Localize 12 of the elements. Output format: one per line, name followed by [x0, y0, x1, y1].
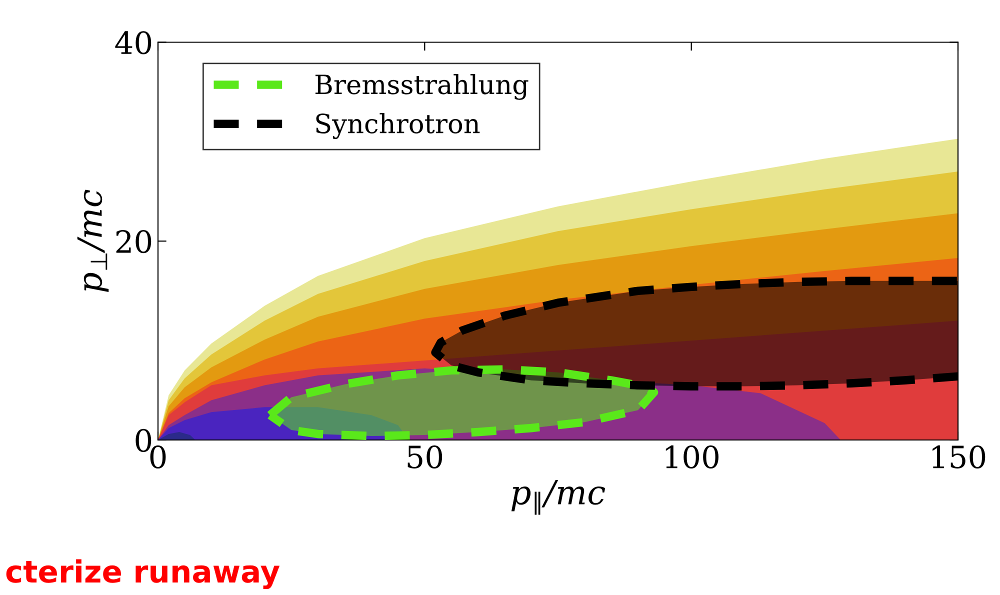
y-tick-label: 20	[116, 230, 152, 254]
x-axis-title: p$_{∥}$/mc	[511, 480, 606, 515]
x-tick-label: 100	[666, 445, 718, 469]
x-tick-label: 0	[150, 445, 166, 469]
legend-label: Synchrotron	[316, 113, 480, 139]
y-axis-title: p$_{⊥}$/mc	[77, 190, 109, 292]
y-tick-label: 40	[115, 31, 152, 54]
legend-label: Bremsstrahlung	[315, 74, 528, 100]
y-tick-label: 0	[136, 428, 152, 452]
x-tick-label: 150	[932, 445, 986, 469]
x-tick-label: 50	[408, 445, 442, 469]
text: cterize runaway	[6, 559, 280, 590]
